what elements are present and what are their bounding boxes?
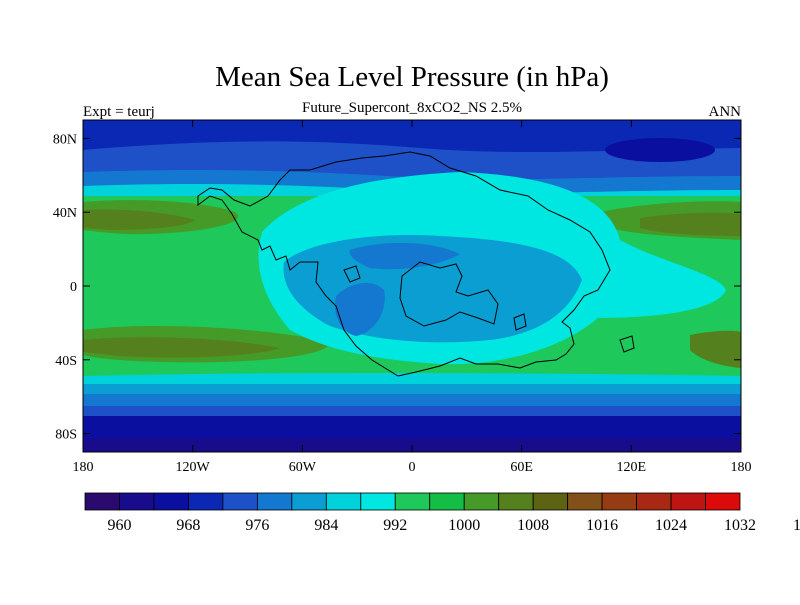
colorbar-swatch (222, 492, 258, 511)
colorbar-label: 1016 (586, 517, 618, 534)
band-south-antarctic (83, 416, 741, 438)
x-tick-label: 0 (409, 460, 416, 475)
colorbar-label: 968 (176, 517, 200, 534)
colorbar-swatch (463, 492, 500, 511)
colorbar-swatch (670, 492, 706, 511)
colorbar-label: 1040 (793, 517, 800, 534)
x-tick-label: 60W (289, 460, 317, 475)
colorbar-swatch (567, 492, 603, 511)
continent-deep-low (334, 282, 385, 336)
band-south-subpolar (83, 373, 741, 386)
y-tick-label: 0 (70, 280, 77, 295)
colorbar-label: 1024 (655, 517, 687, 534)
colorbar-label: 984 (314, 517, 338, 534)
subtitle: Future_Supercont_8xCO2_NS 2.5% (302, 100, 522, 116)
colorbar-swatch (601, 492, 637, 511)
colorbar-swatch (84, 492, 120, 511)
experiment-label: Expt = teurj (83, 104, 155, 120)
high-north-atlantic-core (640, 212, 741, 236)
season-label: ANN (709, 104, 742, 120)
colorbar-label: 1000 (448, 517, 480, 534)
colorbar-swatch (256, 492, 293, 511)
colorbar-label: 1032 (724, 517, 756, 534)
colorbar-swatch (429, 492, 465, 511)
title: Mean Sea Level Pressure (in hPa) (215, 61, 609, 93)
colorbar-swatch (705, 492, 741, 511)
colorbar-swatch (360, 492, 396, 511)
colorbar-label: 976 (245, 517, 269, 534)
colorbar-swatch (188, 492, 224, 511)
y-tick-label: 80S (55, 428, 77, 443)
coastlines (197, 151, 635, 377)
colorbar: 960 968 976 984 992 1000 1008 1016 1024 1032 1040 (84, 492, 800, 534)
y-tick-label: 40N (53, 206, 77, 221)
y-tick-label: 40S (55, 354, 77, 369)
colorbar-swatch (498, 492, 534, 511)
colorbar-swatch (119, 492, 155, 511)
band-south-high-lat (83, 394, 741, 408)
colorbar-label: 960 (107, 517, 131, 534)
axis-ticks: 180 120W 60W 0 60E 120E 180 80N 40N 0 40S 80S (53, 120, 752, 475)
colorbar-swatch (325, 492, 362, 511)
x-tick-label: 120E (617, 460, 647, 475)
pressure-map (83, 120, 741, 452)
high-south-pacific-core (83, 337, 280, 358)
x-tick-label: 120W (176, 460, 211, 475)
band-south-subantarctic (83, 406, 741, 418)
colorbar-swatch (291, 492, 327, 511)
colorbar-swatch (394, 492, 431, 511)
continent-deep-low-north (349, 242, 460, 270)
high-north-pacific-core (83, 209, 195, 230)
x-tick-label: 60E (510, 460, 533, 475)
north-polar-low (605, 138, 715, 162)
colorbar-label: 1008 (517, 517, 549, 534)
high-south-atlantic (690, 330, 741, 368)
y-tick-label: 80N (53, 132, 77, 147)
colorbar-swatch (636, 492, 672, 511)
colorbar-swatch (153, 492, 189, 511)
colorbar-swatch (532, 492, 569, 511)
x-tick-label: 180 (73, 460, 94, 475)
colorbar-label: 992 (383, 517, 407, 534)
x-tick-label: 180 (731, 460, 752, 475)
band-south-mid-lat (83, 384, 741, 396)
